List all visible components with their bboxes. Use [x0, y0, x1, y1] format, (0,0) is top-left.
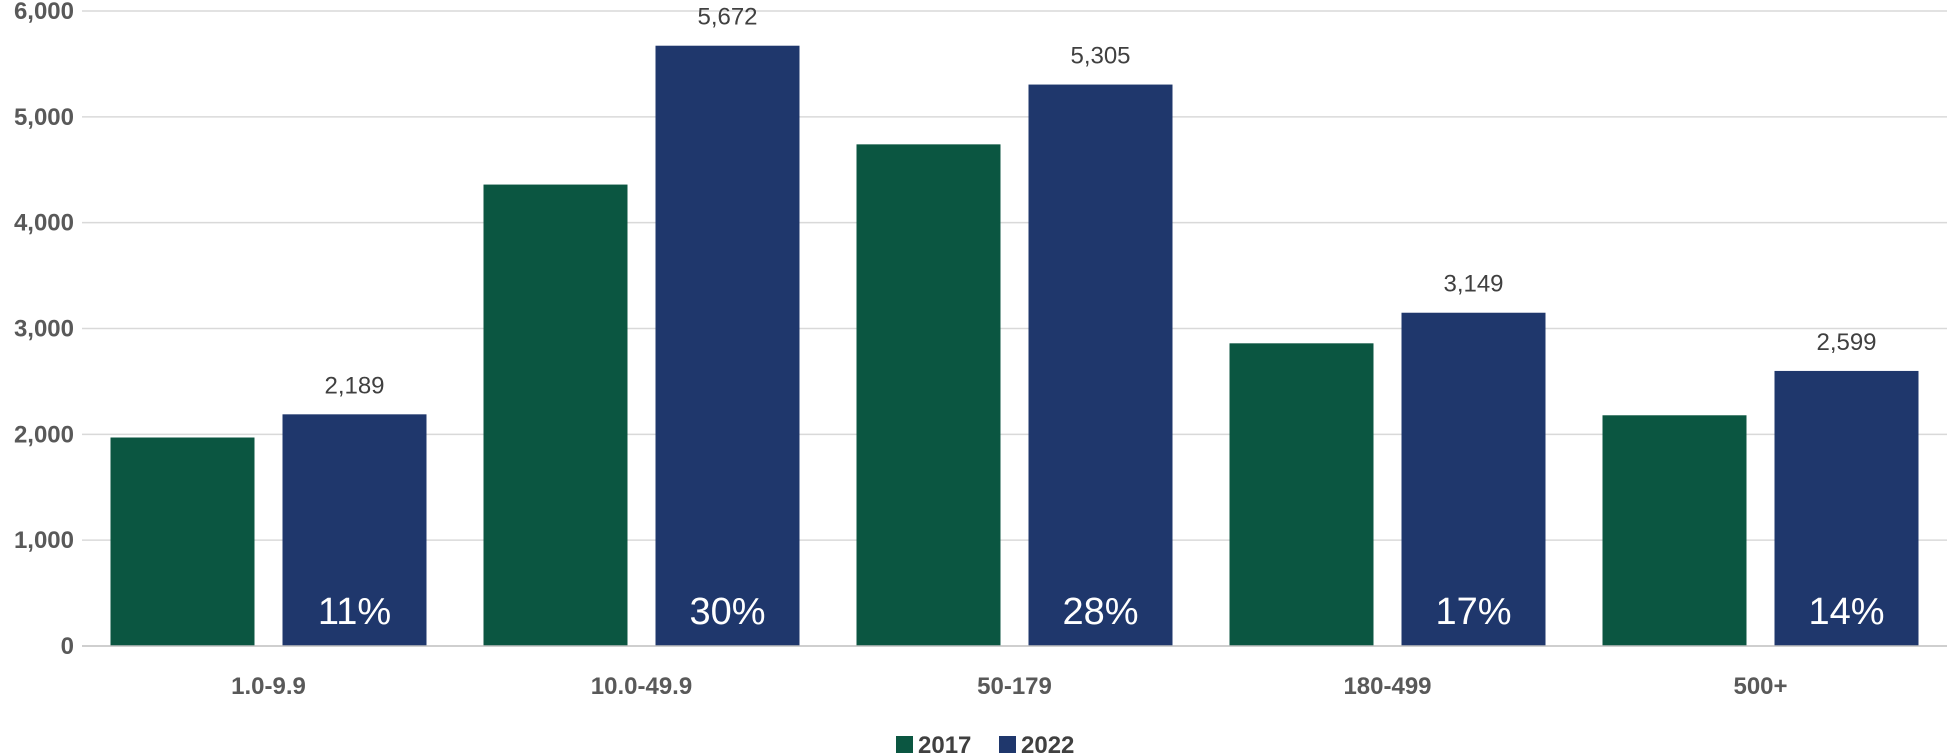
legend-swatch: [999, 736, 1016, 753]
legend-swatch: [896, 736, 913, 753]
share-label-2022: 11%: [318, 591, 391, 633]
bars: [110, 45, 1919, 647]
x-tick-label: 10.0-49.9: [591, 673, 692, 700]
y-tick-label: 1,000: [14, 527, 74, 554]
x-axis: 1.0-9.9 10.0-49.9 50-179 180-499 500+: [231, 673, 1787, 700]
x-tick-label: 180-499: [1343, 673, 1431, 700]
value-label-2022: 5,305: [1070, 43, 1130, 70]
bar-2017: [1602, 415, 1747, 646]
bar-2017: [110, 437, 255, 646]
bar-2022: [282, 414, 427, 646]
bar-2017: [1229, 343, 1374, 646]
y-tick-label: 2,000: [14, 421, 74, 448]
bar-2022: [1774, 370, 1919, 646]
x-tick-label: 50-179: [977, 673, 1052, 700]
legend-label: 2017: [918, 732, 971, 755]
y-tick-label: 4,000: [14, 210, 74, 237]
value-labels: 2,189 5,672 5,305 3,149 2,599: [324, 4, 1876, 400]
x-tick-label: 1.0-9.9: [231, 673, 306, 700]
x-tick-label: 500+: [1733, 673, 1787, 700]
bar-2017: [856, 144, 1001, 646]
y-tick-label: 5,000: [14, 104, 74, 131]
share-labels: 11% 30% 28% 17% 14%: [318, 591, 1885, 633]
share-label-2022: 30%: [689, 591, 765, 633]
share-label-2022: 17%: [1435, 591, 1511, 633]
value-label-2022: 5,672: [697, 4, 757, 31]
y-axis: 0 1,000 2,000 3,000 4,000 5,000 6,000: [14, 0, 74, 660]
value-label-2022: 2,189: [324, 372, 384, 399]
bar-2022: [1028, 84, 1173, 646]
value-label-2022: 2,599: [1816, 329, 1876, 356]
value-label-2022: 3,149: [1443, 271, 1503, 298]
share-label-2022: 28%: [1062, 591, 1138, 633]
y-tick-label: 3,000: [14, 316, 74, 343]
bar-2022: [655, 45, 800, 647]
bar-2017: [483, 184, 628, 647]
share-label-2022: 14%: [1808, 591, 1884, 633]
bar-2022: [1401, 312, 1546, 646]
legend-label: 2022: [1021, 732, 1074, 755]
y-tick-label: 0: [61, 633, 74, 660]
y-tick-label: 6,000: [14, 0, 74, 25]
legend: 2017 2022: [896, 732, 1074, 755]
